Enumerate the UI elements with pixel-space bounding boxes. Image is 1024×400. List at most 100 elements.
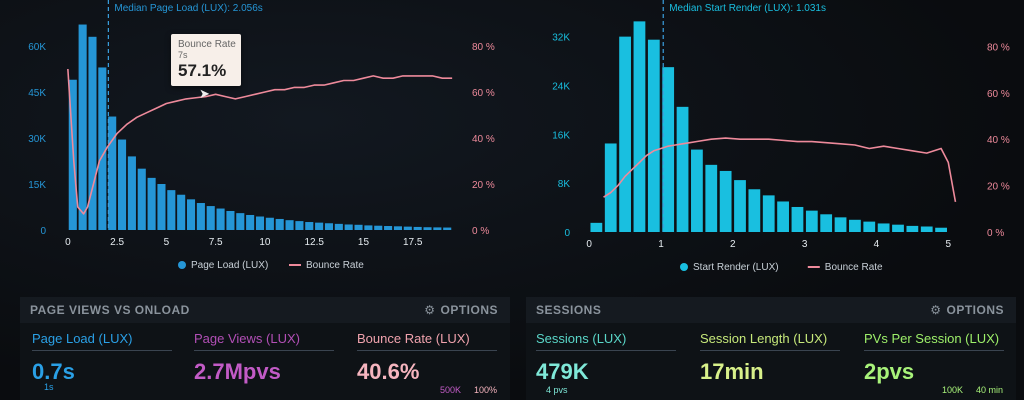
- tooltip-value: 57.1%: [178, 61, 227, 80]
- histogram-bar: [691, 149, 703, 232]
- y2-tick-label: 40 %: [472, 134, 495, 145]
- histogram-bar: [647, 39, 660, 233]
- histogram-bar: [226, 210, 235, 230]
- histogram-bar: [186, 199, 196, 230]
- y2-tick-label: 40 %: [987, 135, 1010, 146]
- histogram-bar: [177, 194, 186, 230]
- metric-page-load: Page Load (LUX) 0.7s: [32, 331, 182, 385]
- histogram-bar: [762, 195, 775, 232]
- metric-value: 479K: [536, 359, 589, 384]
- divider: [194, 350, 334, 351]
- histogram-bar: [791, 206, 804, 232]
- y-tick-label: 32K: [552, 33, 570, 44]
- histogram-bar: [275, 218, 284, 230]
- legend-marker: [680, 263, 688, 271]
- histogram-bar: [863, 221, 876, 232]
- metric-label: Sessions (LUX): [536, 331, 627, 346]
- histogram-bar: [167, 190, 176, 230]
- histogram-bar: [719, 170, 732, 232]
- y-tick-label: 8K: [558, 179, 571, 190]
- metric-value: 40.6%: [357, 359, 420, 384]
- sessions-panel: SESSIONS ⚙ OPTIONS Sessions (LUX) 479K Se…: [526, 297, 1016, 400]
- metric-label: Bounce Rate (LUX): [357, 331, 470, 346]
- histogram-bar: [748, 189, 761, 232]
- x-tick-label: 12.5: [304, 237, 324, 248]
- y2-tick-label: 0 %: [472, 226, 489, 237]
- metric-pvs-per-session: PVs Per Session (LUX) 2pvs: [864, 331, 1014, 385]
- histogram-bar: [265, 217, 274, 230]
- legend-label: Page Load (LUX): [191, 260, 268, 271]
- x-tick-label: 5: [945, 239, 951, 250]
- panel-header: PAGE VIEWS VS ONLOAD ⚙ OPTIONS: [20, 297, 510, 323]
- histogram-bar: [403, 226, 412, 230]
- metric-bounce-rate: Bounce Rate (LUX) 40.6%: [357, 331, 507, 385]
- histogram-bar: [137, 168, 146, 230]
- histogram-bar: [305, 222, 314, 230]
- histogram-bar: [206, 206, 215, 230]
- options-button[interactable]: ⚙ OPTIONS: [424, 303, 498, 317]
- histogram-bar: [777, 201, 789, 232]
- panel-title: PAGE VIEWS VS ONLOAD: [30, 303, 190, 317]
- x-tick-label: 1: [658, 239, 664, 250]
- histogram-bar: [108, 116, 117, 230]
- y2-tick-label: 20 %: [987, 182, 1010, 193]
- divider: [864, 350, 1004, 351]
- y-tick-label: 30K: [28, 134, 46, 145]
- median-label: Median Start Render (LUX): 1.031s: [669, 3, 826, 14]
- legend-label: Bounce Rate: [825, 262, 883, 273]
- metric-session-length: Session Length (LUX) 17min: [700, 331, 850, 385]
- histogram-bar: [705, 164, 718, 232]
- mouse-cursor-icon: ➤: [199, 86, 210, 101]
- x-tick-label: 15: [358, 237, 370, 248]
- gear-icon: ⚙: [424, 303, 436, 317]
- histogram-bar: [246, 214, 255, 230]
- x-tick-label: 7.5: [209, 237, 223, 248]
- options-button[interactable]: ⚙ OPTIONS: [930, 303, 1004, 317]
- histogram-bar: [935, 227, 947, 232]
- histogram-bar: [877, 223, 890, 232]
- metric-label: Session Length (LUX): [700, 331, 828, 346]
- histogram-bar: [849, 219, 861, 232]
- histogram-bar: [324, 223, 334, 230]
- metric-sessions: Sessions (LUX) 479K: [536, 331, 686, 385]
- histogram-bar: [676, 106, 689, 232]
- histogram-bar: [920, 226, 933, 232]
- x-tick-label: 5: [164, 237, 170, 248]
- x-tick-label: 2.5: [110, 237, 124, 248]
- histogram-bar: [906, 225, 919, 232]
- legend-marker: [178, 261, 186, 269]
- panel-title: SESSIONS: [536, 303, 602, 317]
- y-tick-label: 45K: [28, 88, 46, 99]
- histogram-bar: [78, 24, 87, 231]
- bounce-rate-line: [67, 68, 453, 215]
- metric-label: Page Views (LUX): [194, 331, 300, 346]
- x-tick-label: 4: [874, 239, 880, 250]
- histogram-bar: [384, 226, 393, 230]
- metric-value: 0.7s: [32, 359, 75, 384]
- histogram-bar: [604, 143, 617, 232]
- histogram-bar: [285, 220, 294, 230]
- y2-tick-label: 60 %: [472, 88, 495, 99]
- y-tick-label: 0: [40, 226, 46, 237]
- histogram-bar: [805, 210, 818, 232]
- y-tick-label: 60K: [28, 42, 46, 53]
- histogram-bar: [157, 184, 166, 230]
- metric-label: Page Load (LUX): [32, 331, 133, 346]
- histogram-bar: [892, 224, 904, 232]
- x-tick-label: 2: [730, 239, 736, 250]
- x-tick-label: 3: [802, 239, 808, 250]
- histogram-bar: [255, 216, 265, 230]
- gear-icon: ⚙: [930, 303, 942, 317]
- options-label: OPTIONS: [946, 303, 1004, 317]
- sparkline-axis-label: 100K: [942, 385, 964, 395]
- x-tick-label: 0: [65, 237, 71, 248]
- metric-value: 17min: [700, 359, 764, 384]
- sparkline-axis-label: 4 pvs: [546, 385, 568, 395]
- histogram-bar: [662, 67, 675, 232]
- histogram-bar: [619, 36, 631, 233]
- y2-tick-label: 80 %: [472, 42, 495, 53]
- legend-label: Bounce Rate: [306, 260, 364, 271]
- metric-label: PVs Per Session (LUX): [864, 331, 1000, 346]
- histogram-bar: [315, 222, 324, 230]
